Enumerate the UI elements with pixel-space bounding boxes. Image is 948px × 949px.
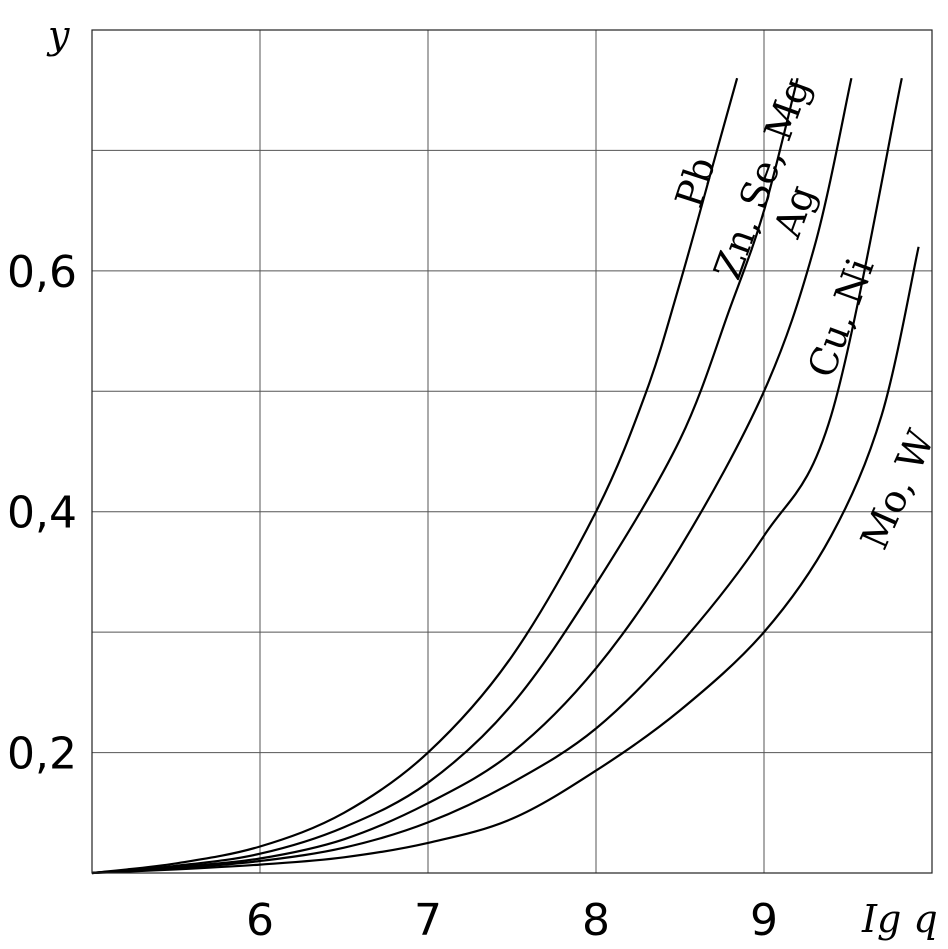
series-line-pb [91, 77, 739, 875]
y-tick-label: 0,2 [7, 729, 77, 780]
tick-labels: 6 7 8 9 0,2 0,4 0,6 [7, 247, 778, 946]
series-line-cu-ni [91, 77, 903, 875]
grid [92, 30, 932, 873]
y-axis-title: y [46, 13, 70, 57]
series-line-mo-w [91, 246, 920, 875]
series-line-zn-se-mg [91, 77, 799, 875]
x-tick-label: 8 [582, 895, 610, 946]
series-label-cu-ni: Cu, Ni [799, 252, 882, 383]
series-line-ag [91, 77, 853, 875]
series-label-zn-se-mg: Zn, Se, Mg [705, 72, 818, 285]
y-tick-label: 0,6 [7, 247, 77, 298]
series-label-mo-w: Mo, W [852, 424, 943, 556]
series-label-pb: Pb [667, 152, 724, 213]
x-tick-label: 9 [750, 895, 778, 946]
y-tick-label: 0,4 [7, 488, 77, 539]
x-axis-title: Ig q [861, 897, 938, 941]
x-tick-label: 6 [246, 895, 274, 946]
plot-frame [91, 29, 933, 874]
curves [91, 77, 920, 875]
x-tick-label: 7 [414, 895, 442, 946]
